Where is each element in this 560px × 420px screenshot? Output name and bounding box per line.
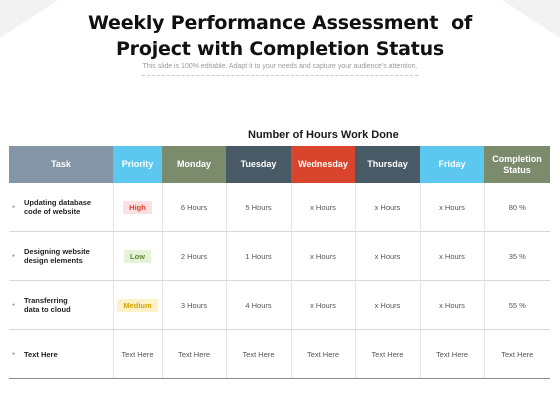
- header-thursday: Thursday: [355, 146, 420, 183]
- priority-badge-medium: Medium: [117, 298, 158, 312]
- task-name: Text Here: [24, 349, 58, 359]
- header-priority: Priority: [113, 146, 162, 183]
- monday-hours: Text Here: [161, 329, 226, 379]
- priority-cell: High: [112, 183, 162, 232]
- bullet-icon: ●: [12, 253, 16, 259]
- tuesday-hours: 1 Hours: [225, 231, 291, 281]
- section-heading: Number of Hours Work Done: [248, 129, 399, 141]
- completion-status: 80 %: [483, 183, 550, 232]
- priority-badge-low: Low: [124, 249, 151, 263]
- task-name: Transferring data to cloud: [24, 296, 71, 314]
- table-row: ● Text Here Text Here Text Here Text Here…: [9, 329, 550, 379]
- tuesday-hours: Text Here: [225, 329, 291, 379]
- corner-decoration-right: [502, 0, 560, 38]
- wednesday-hours: x Hours: [290, 231, 355, 281]
- table-header-row: Task Priority Monday Tuesday Wednesday T…: [9, 146, 550, 183]
- task-cell: ● Text Here: [9, 329, 113, 379]
- wednesday-hours: x Hours: [290, 183, 355, 232]
- monday-hours: 2 Hours: [161, 231, 226, 281]
- header-monday: Monday: [162, 146, 226, 183]
- completion-status: Text Here: [483, 329, 550, 379]
- wednesday-hours: Text Here: [290, 329, 355, 379]
- table-row: ● Transferring data to cloud Medium 3 Hou…: [9, 280, 550, 330]
- priority-badge-high: High: [123, 200, 152, 214]
- table-row: ● Designing website design elements Low 2…: [9, 231, 550, 281]
- completion-status: 55 %: [483, 280, 550, 330]
- corner-decoration-left: [0, 0, 58, 38]
- header-task: Task: [9, 146, 113, 183]
- performance-table: Task Priority Monday Tuesday Wednesday T…: [9, 146, 550, 379]
- thursday-hours: Text Here: [354, 329, 420, 379]
- friday-hours: x Hours: [419, 280, 484, 330]
- friday-hours: x Hours: [419, 231, 484, 281]
- priority-cell: Medium: [112, 280, 162, 330]
- thursday-hours: x Hours: [354, 280, 420, 330]
- task-name: Designing website design elements: [24, 247, 90, 265]
- slide-subtitle: This slide is 100% editable. Adapt it to…: [142, 63, 418, 70]
- tuesday-hours: 5 Hours: [225, 183, 291, 232]
- wednesday-hours: x Hours: [290, 280, 355, 330]
- subtitle-divider: [142, 75, 418, 76]
- header-friday: Friday: [420, 146, 484, 183]
- bullet-icon: ●: [12, 302, 16, 308]
- header-wednesday: Wednesday: [291, 146, 355, 183]
- thursday-hours: x Hours: [354, 231, 420, 281]
- tuesday-hours: 4 Hours: [225, 280, 291, 330]
- task-cell: ● Transferring data to cloud: [9, 280, 113, 330]
- monday-hours: 3 Hours: [161, 280, 226, 330]
- slide-title-line-1: Weekly Performance Assessment of: [87, 12, 473, 34]
- table-row: ● Updating database code of website High …: [9, 183, 550, 232]
- friday-hours: Text Here: [419, 329, 484, 379]
- slide-title-line-2: Project with Completion Status: [115, 38, 445, 60]
- bullet-icon: ●: [12, 351, 16, 357]
- header-completion-status: Completion Status: [484, 146, 550, 183]
- friday-hours: x Hours: [419, 183, 484, 232]
- thursday-hours: x Hours: [354, 183, 420, 232]
- bullet-icon: ●: [12, 204, 16, 210]
- completion-status: 35 %: [483, 231, 550, 281]
- task-cell: ● Updating database code of website: [9, 183, 113, 232]
- task-cell: ● Designing website design elements: [9, 231, 113, 281]
- task-name: Updating database code of website: [24, 198, 92, 216]
- priority-cell: Low: [112, 231, 162, 281]
- header-tuesday: Tuesday: [226, 146, 291, 183]
- monday-hours: 6 Hours: [161, 183, 226, 232]
- priority-cell: Text Here: [112, 329, 162, 379]
- slide-title: Weekly Performance Assessment of Project…: [0, 10, 560, 62]
